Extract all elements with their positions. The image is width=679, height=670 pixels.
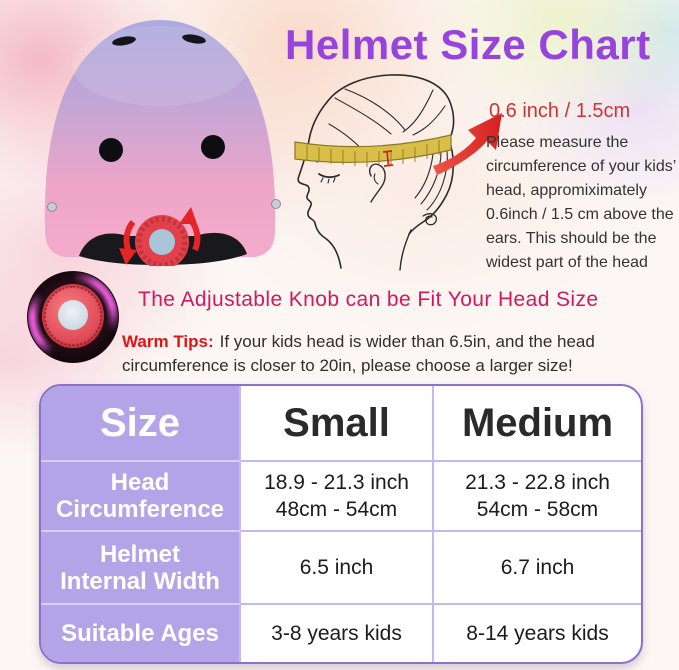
rotation-arrows-icon <box>119 207 201 265</box>
header-cell-size: Size <box>41 386 241 462</box>
header-cell-medium: Medium <box>434 386 641 462</box>
side-holes <box>99 135 225 162</box>
measure-instructions: Please measure the circumference of your… <box>486 134 677 271</box>
header-cell-small: Small <box>241 386 434 462</box>
head-outline <box>297 74 455 271</box>
cell-medium-helmet-internal-width: 6.7 inch <box>434 532 641 605</box>
rivets <box>47 199 281 212</box>
size-table: Size Small Medium Head Circumference 18.… <box>39 384 643 664</box>
cell-medium-head-circumference: 21.3 - 22.8 inch 54cm - 58cm <box>434 462 641 532</box>
row-label-helmet-internal-width: Helmet Internal Width <box>41 532 241 605</box>
red-arrow-icon <box>433 113 502 175</box>
cell-small-head-circumference: 18.9 - 21.3 inch 48cm - 54cm <box>241 462 434 532</box>
adjustable-knob-photo <box>27 271 119 363</box>
warm-tips-text: If your kids head is wider than 6.5in, a… <box>122 332 595 375</box>
helmet-highlight <box>72 26 248 106</box>
tape-measure <box>294 134 452 167</box>
knob-center <box>58 300 88 330</box>
cell-medium-suitable-ages: 8-14 years kids <box>466 622 609 645</box>
cell-small-helmet-internal-width: 6.5 inch <box>241 532 434 605</box>
distance-mark <box>382 150 394 167</box>
helmet-back-photo <box>44 20 281 266</box>
cell-small-suitable-ages: 3-8 years kids <box>241 605 434 662</box>
knob-caption: The Adjustable Knob can be Fit Your Head… <box>138 288 599 311</box>
row-label-head-circumference: Head Circumference <box>41 462 241 532</box>
head-measure-sketch <box>294 74 502 271</box>
warm-tips: Warm Tips: If your kids head is wider tha… <box>122 330 667 378</box>
helmet-dome <box>44 20 276 257</box>
adjuster-knob <box>135 215 189 266</box>
page-title: Helmet Size Chart <box>285 21 651 68</box>
row-label-suitable-ages: Suitable Ages <box>41 605 241 662</box>
measure-highlight: 0.6 inch / 1.5cm <box>489 100 631 122</box>
vent-slots <box>112 34 206 46</box>
warm-tips-label: Warm Tips: <box>122 332 214 351</box>
